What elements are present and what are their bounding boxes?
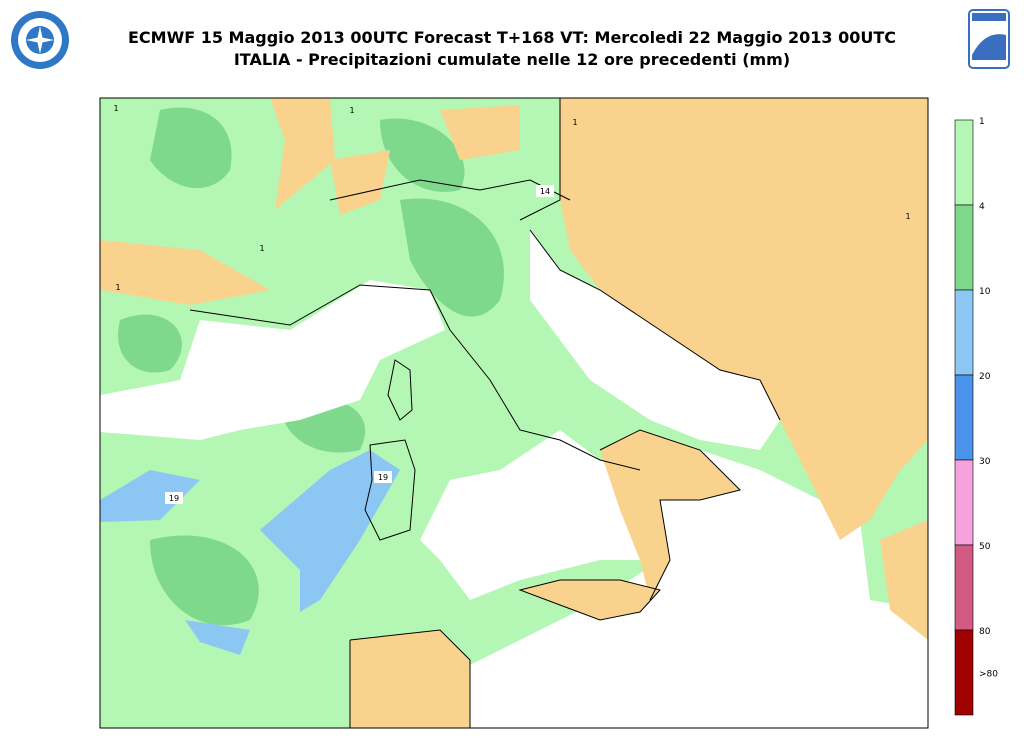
colorbar-label: 30 bbox=[979, 457, 991, 467]
max-label: 19 bbox=[169, 494, 179, 503]
logo-left bbox=[11, 11, 69, 69]
colorbar-segment bbox=[954, 204, 974, 291]
max-label: 14 bbox=[540, 187, 550, 196]
subtitle: ITALIA - Precipitazioni cumulate nelle 1… bbox=[234, 50, 790, 69]
colorbar-label: 4 bbox=[979, 202, 985, 212]
colorbar-label: >80 bbox=[979, 670, 998, 680]
colorbar-label: 10 bbox=[979, 287, 991, 297]
contour-label: 1 bbox=[905, 212, 910, 221]
colorbar: 1 4 10 20 30 50 80 >80 bbox=[954, 117, 998, 716]
colorbar-segment bbox=[954, 629, 974, 716]
colorbar-segment bbox=[954, 544, 974, 631]
colorbar-label: 80 bbox=[979, 627, 991, 637]
contour-label: 1 bbox=[113, 104, 118, 113]
colorbar-segment bbox=[954, 119, 974, 206]
contour-label: 1 bbox=[115, 283, 120, 292]
map: 1 1 1 1 1 1 14 19 19 bbox=[99, 97, 929, 729]
max-label: 19 bbox=[378, 473, 388, 482]
contour-label: 1 bbox=[572, 118, 577, 127]
colorbar-segment bbox=[954, 289, 974, 376]
colorbar-segment bbox=[954, 459, 974, 546]
colorbar-label: 50 bbox=[979, 542, 991, 552]
logo-right bbox=[968, 9, 1010, 69]
map-labels: 1 1 1 1 1 1 14 19 19 bbox=[113, 104, 911, 504]
colorbar-segment bbox=[954, 374, 974, 461]
colorbar-label: 20 bbox=[979, 372, 991, 382]
contour-label: 1 bbox=[259, 244, 264, 253]
title: ECMWF 15 Maggio 2013 00UTC Forecast T+16… bbox=[128, 28, 896, 47]
contour-label: 1 bbox=[349, 106, 354, 115]
colorbar-label: 1 bbox=[979, 117, 985, 127]
